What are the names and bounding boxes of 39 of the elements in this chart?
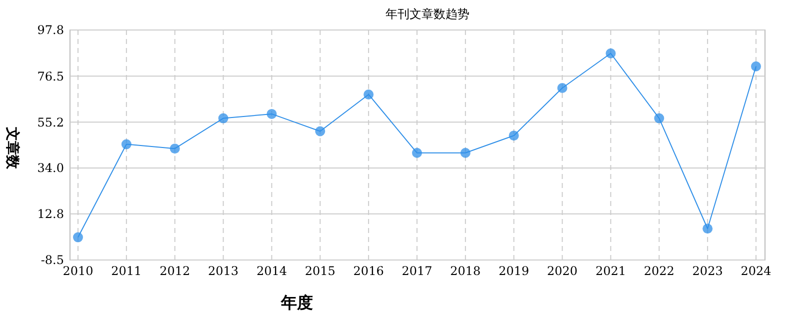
- x-tick-label: 2011: [111, 264, 142, 278]
- point: [654, 113, 664, 124]
- point: [557, 82, 568, 93]
- x-tick-label: 2021: [595, 264, 626, 278]
- y-tick-label: 76.5: [37, 69, 64, 84]
- y-tick-label: 55.2: [37, 115, 64, 130]
- point: [121, 139, 132, 150]
- x-tick-label: 2017: [402, 264, 432, 278]
- y-axis-title: 文章数: [4, 126, 21, 170]
- y-tick-label: 97.8: [37, 23, 64, 38]
- point: [315, 126, 326, 136]
- point: [751, 61, 761, 72]
- point: [364, 89, 374, 100]
- point: [218, 113, 228, 124]
- x-tick-label: 2018: [450, 264, 481, 278]
- chart-title: 年刊文章数趋势: [386, 7, 470, 21]
- y-tick-label: 12.8: [37, 207, 64, 222]
- point: [508, 130, 519, 141]
- point: [170, 144, 180, 154]
- x-tick-label: 2010: [62, 264, 94, 278]
- point: [702, 224, 713, 234]
- point: [266, 108, 277, 119]
- y-tick-label: -8.5: [40, 253, 64, 268]
- x-tick-label: 2013: [208, 264, 239, 278]
- x-tick-label: 2023: [692, 264, 723, 278]
- x-axis-title: 年度: [280, 293, 313, 312]
- y-tick-label: 34.0: [37, 161, 64, 176]
- point: [412, 148, 422, 158]
- point: [460, 148, 470, 158]
- x-tick-label: 2024: [740, 264, 772, 278]
- x-tick-label: 2019: [498, 264, 530, 278]
- x-tick-label: 2012: [160, 264, 190, 278]
- x-tick-label: 2015: [304, 264, 336, 278]
- point: [606, 48, 616, 58]
- x-tick-label: 2022: [644, 264, 674, 278]
- point: [73, 232, 83, 242]
- x-tick-label: 2016: [353, 264, 384, 278]
- x-tick-label: 2014: [256, 264, 288, 278]
- x-tick-label: 2020: [547, 264, 578, 278]
